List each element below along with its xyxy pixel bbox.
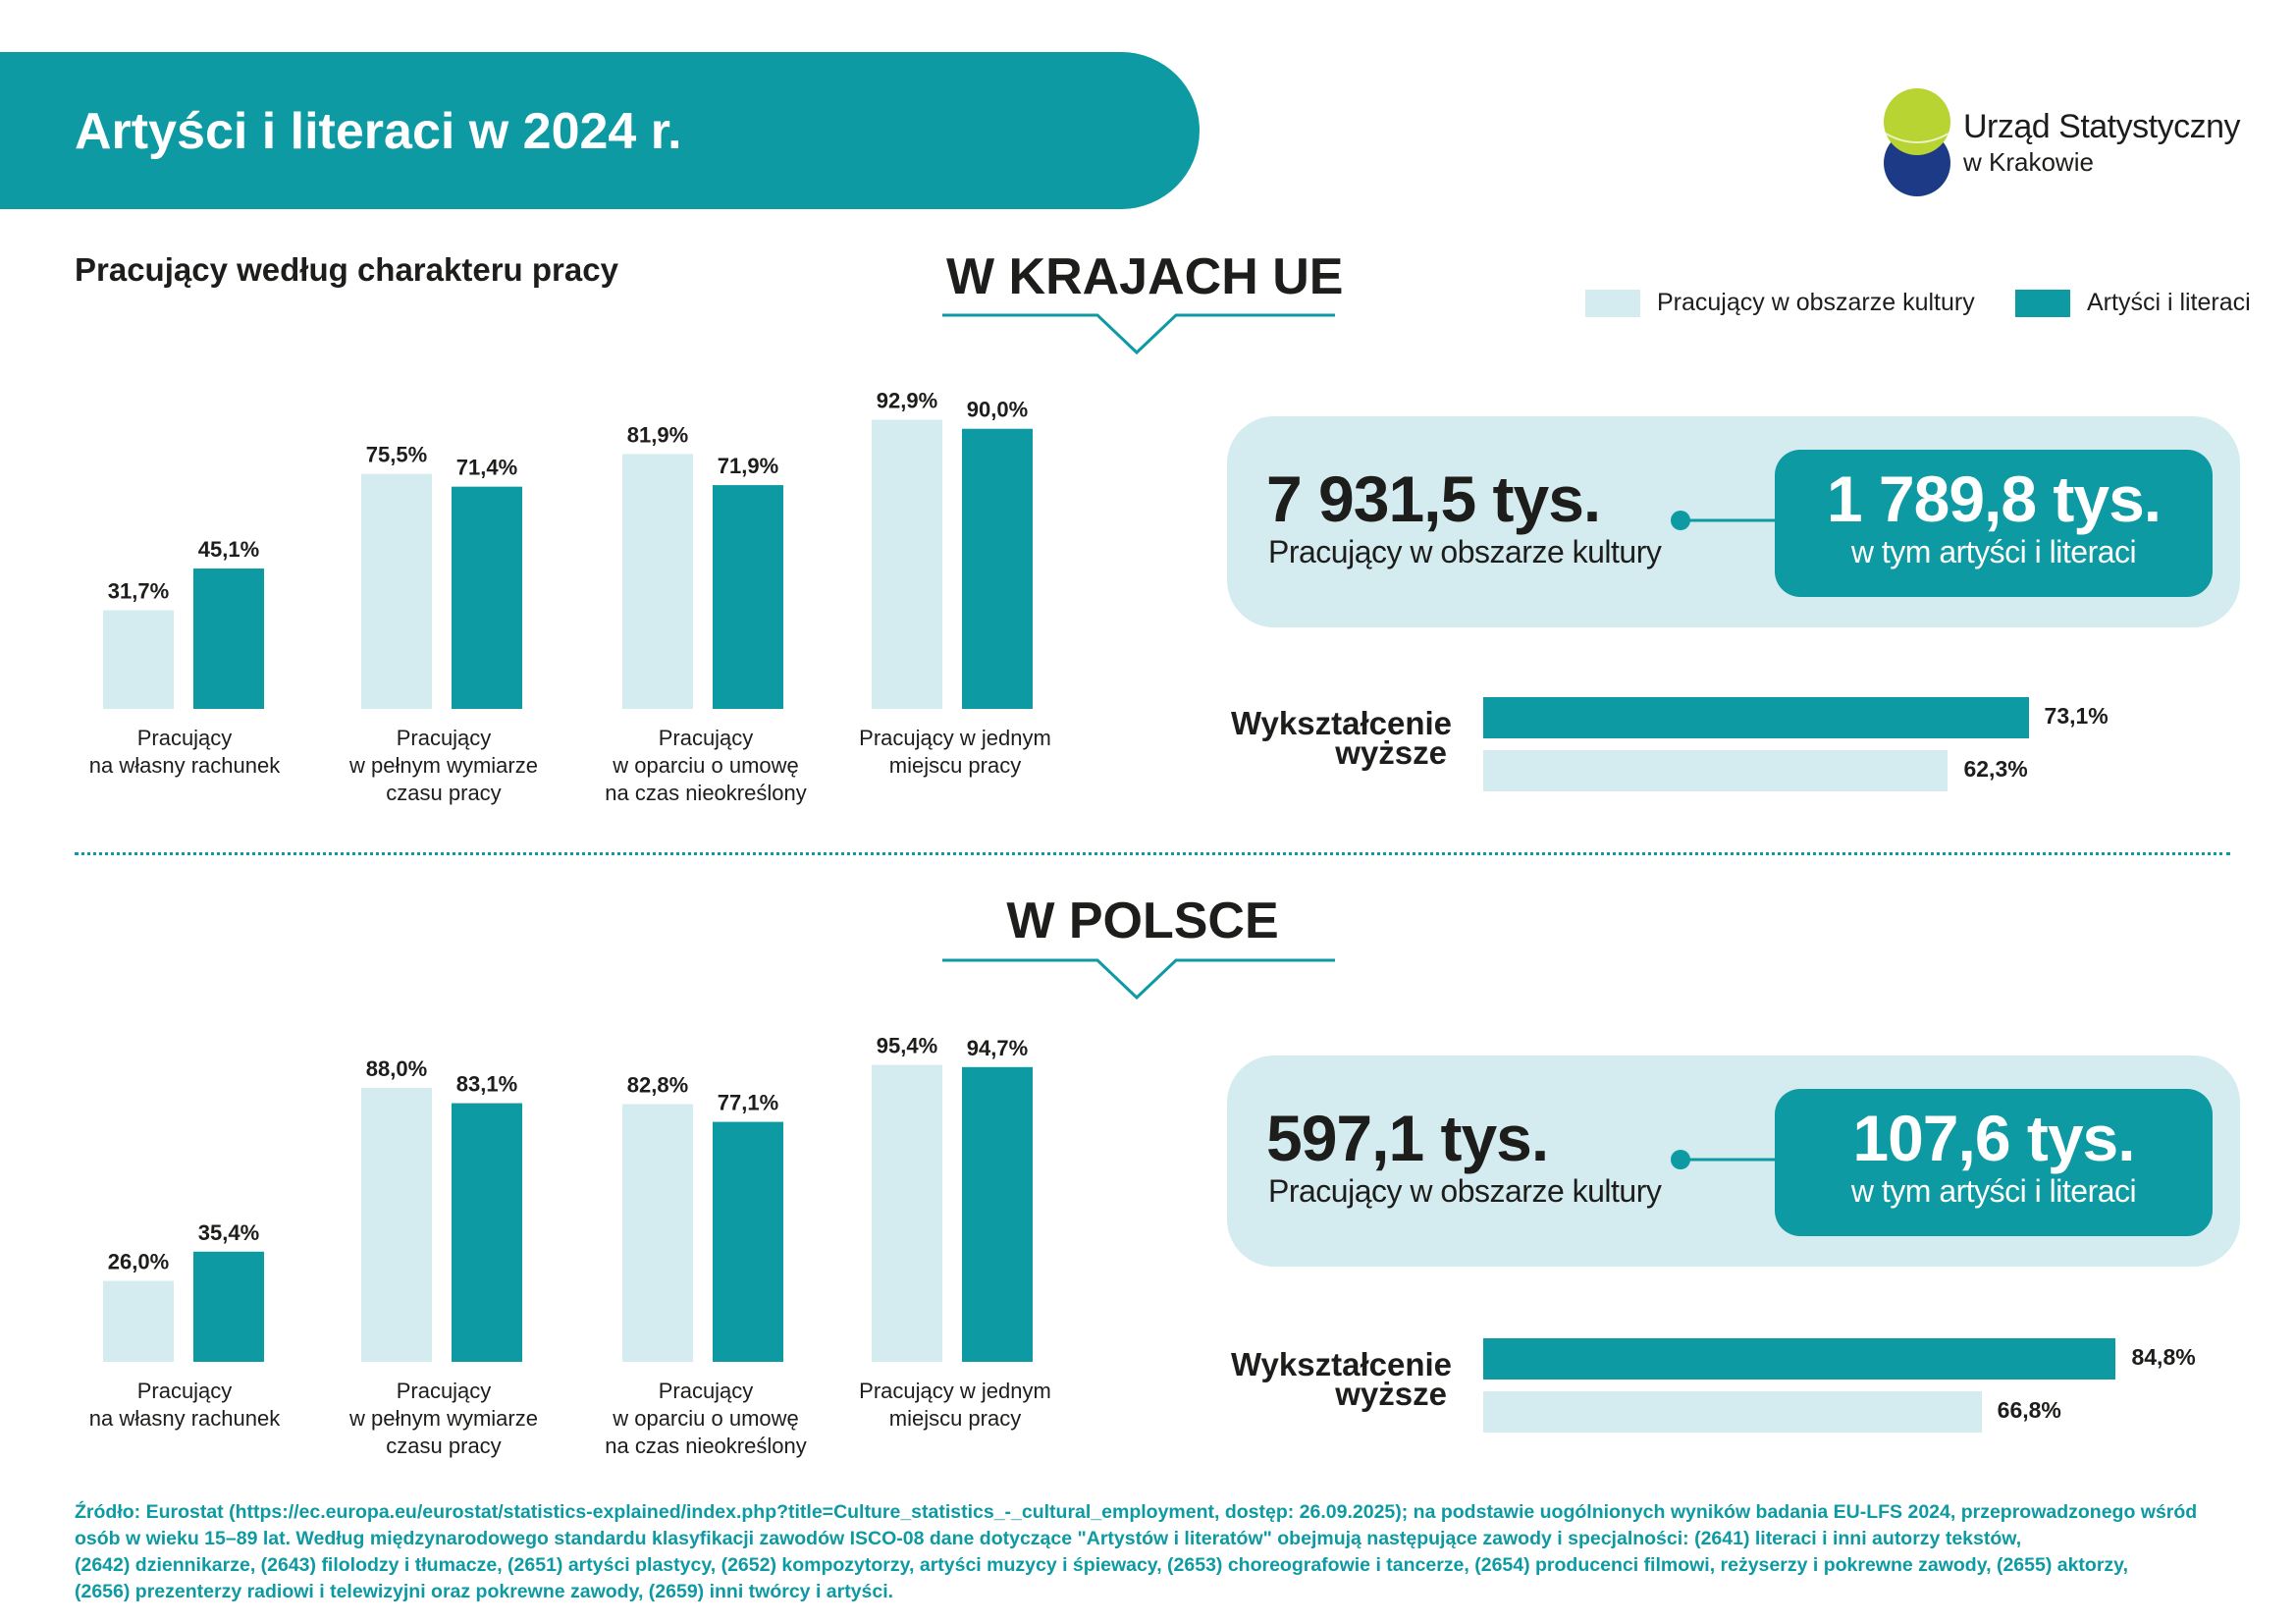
artists-value: 1 789,8 tys. [1826,462,2162,535]
bar-chart-eu: 31,7% 45,1% 75,5% 71,4% 81,9% 71,9% 92,9% 90,0% [103,389,1033,709]
category-label-self-employed: Pracujący na własny rachunek [88,726,281,778]
education-bar-culture [1483,1391,1982,1433]
bar-chart-pl: 26,0% 35,4% 88,0% 83,1% 82,8% 77,1% 95,4% 94,7% [103,1034,1033,1362]
artists-stat-box [1775,450,2213,597]
data-label-artists-permanent-contract: 77,1% [718,1091,778,1115]
connector-line [1671,1150,1787,1169]
education-value-artists: 84,8% [2131,1344,2196,1370]
category-label-permanent-contract: Pracujący w oparciu o umowę na czas nieokr… [605,1379,807,1458]
category-label-full-time: Pracujący w pełnym wymiarze czasu pracy [349,726,538,805]
data-label-artists-full-time: 71,4% [456,456,517,480]
artists-value: 107,6 tys. [1852,1102,2135,1174]
data-label-culture-full-time: 75,5% [366,443,427,467]
bar-artists-self-employed [193,568,264,709]
org-city: w Krakowie [1963,147,2094,177]
logo-icon [1884,88,1950,196]
bar-artists-permanent-contract [713,1121,783,1362]
bar-artists-self-employed [193,1251,264,1362]
bar-culture-permanent-contract [622,454,693,709]
footnote-line: Źródło: Eurostat (https://ec.europa.eu/e… [75,1501,2198,1523]
org-name: Urząd Statystyczny [1963,108,2240,145]
data-label-culture-self-employed: 26,0% [108,1250,169,1274]
data-label-artists-permanent-contract: 71,9% [718,454,778,478]
data-label-culture-permanent-contract: 81,9% [627,422,688,447]
bar-culture-full-time [361,1088,432,1362]
header-band [0,52,1200,209]
artists-caption: w tym artyści i literaci [1850,1173,2137,1209]
category-label-permanent-contract: Pracujący w oparciu o umowę na czas nieokr… [605,726,807,805]
bar-culture-full-time [361,473,432,709]
footnote-line: (2656) prezenterzy radiowi i telewizyjni… [75,1581,894,1602]
section-heading-eu: W KRAJACH UE [946,248,1344,305]
section-divider [75,852,2230,855]
category-label-full-time: Pracujący w pełnym wymiarze czasu pracy [349,1379,538,1458]
connector-line [1671,511,1787,530]
data-label-culture-permanent-contract: 82,8% [627,1073,688,1098]
bar-artists-single-job [962,428,1033,709]
heading-underline-eu [942,313,1335,355]
total-culture-value: 7 931,5 tys. [1266,462,1601,535]
artists-caption: w tym artyści i literaci [1850,534,2137,569]
bar-artists-single-job [962,1066,1033,1362]
data-label-artists-self-employed: 35,4% [198,1220,259,1245]
data-label-artists-single-job: 90,0% [967,398,1028,422]
bar-artists-permanent-contract [713,485,783,709]
education-bar-artists [1483,697,2029,738]
data-label-culture-full-time: 88,0% [366,1056,427,1081]
footnote-line: osób w wieku 15–89 lat. Według międzynar… [75,1528,2022,1549]
bar-culture-single-job [872,1064,942,1362]
data-label-artists-full-time: 83,1% [456,1072,517,1097]
data-label-culture-single-job: 92,9% [877,389,937,413]
data-label-artists-single-job: 94,7% [967,1036,1028,1060]
data-label-culture-self-employed: 31,7% [108,579,169,604]
total-culture-caption: Pracujący w obszarze kultury [1268,1173,1662,1209]
bar-culture-permanent-contract [622,1104,693,1362]
chart-subtitle: Pracujący według charakteru pracy [75,251,618,288]
education-label: Wykształcenie wyższe [1231,1346,1453,1412]
legend-label-culture: Pracujący w obszarze kultury [1657,289,1975,316]
education-bar-culture [1483,750,1949,791]
education-label: Wykształcenie wyższe [1231,705,1453,771]
footnote-line: (2642) dziennikarze, (2643) filolodzy i … [75,1554,2128,1576]
data-label-culture-single-job: 95,4% [877,1034,937,1058]
legend-swatch-culture [1585,290,1640,317]
artists-stat-box [1775,1089,2213,1236]
education-value-artists: 73,1% [2044,703,2109,729]
category-label-single-job: Pracujący w jednym miejscu pracy [859,1379,1051,1431]
education-value-culture: 62,3% [1963,756,2028,782]
education-value-culture: 66,8% [1997,1397,2061,1423]
bar-artists-full-time [452,1103,522,1362]
data-label-artists-self-employed: 45,1% [198,537,259,562]
bar-culture-self-employed [103,1280,174,1362]
bar-culture-self-employed [103,610,174,709]
section-heading-pl: W POLSCE [1006,893,1279,949]
legend-label-artists: Artyści i literaci [2087,289,2251,316]
total-culture-value: 597,1 tys. [1266,1102,1549,1174]
heading-underline-pl [942,958,1335,1001]
total-culture-caption: Pracujący w obszarze kultury [1268,534,1662,569]
category-label-self-employed: Pracujący na własny rachunek [88,1379,281,1431]
category-label-single-job: Pracujący w jednym miejscu pracy [859,726,1051,778]
bar-artists-full-time [452,486,522,709]
bar-culture-single-job [872,419,942,709]
education-bar-artists [1483,1338,2116,1380]
legend-swatch-artists [2015,290,2070,317]
page-title: Artyści i literaci w 2024 r. [75,103,682,160]
footnote: Źródło: Eurostat (https://ec.europa.eu/e… [75,1499,2254,1605]
